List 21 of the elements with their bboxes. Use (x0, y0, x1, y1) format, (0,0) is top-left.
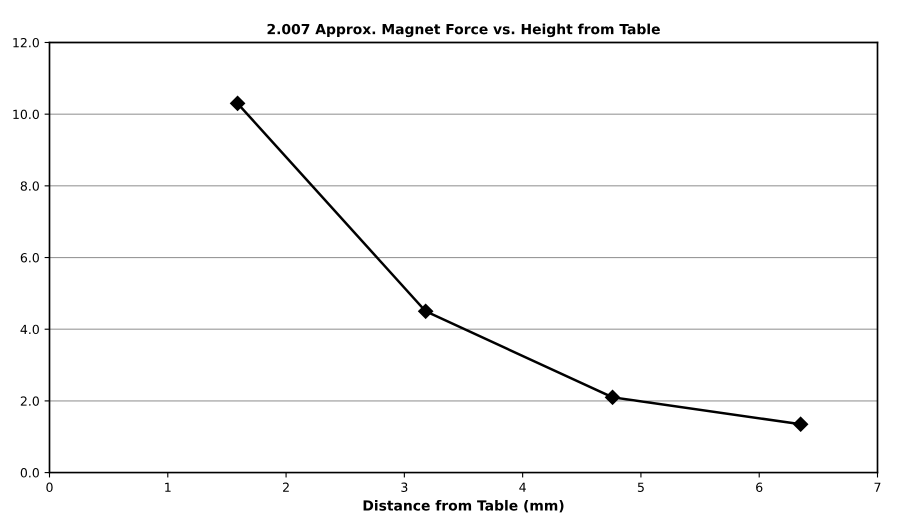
x-tick-label: 7 (874, 482, 880, 492)
x-axis-title: Distance from Table (mm) (364, 500, 564, 512)
x-tick-label: 2 (283, 482, 289, 492)
y-tick-label: 6.0 (20, 253, 39, 262)
y-tick-label: 10.0 (13, 110, 39, 120)
x-tick-label: 5 (638, 482, 644, 492)
x-tick-label: 1 (165, 482, 171, 492)
point (230, 96, 246, 111)
y-tick-label: 2.0 (20, 396, 39, 406)
y-tick-label: 4.0 (20, 324, 39, 334)
point (604, 390, 620, 405)
x-tick-label: 3 (401, 482, 408, 492)
y-tick-label: 12.0 (13, 38, 39, 48)
x-tick-label: 6 (756, 482, 762, 492)
y-tick-label: 8.0 (20, 181, 39, 191)
point (418, 304, 434, 319)
point (793, 416, 808, 432)
x-tick-label: 4 (519, 482, 526, 492)
chart-title: 2.007 Approx. Magnet Force vs. Height from Table (268, 24, 660, 38)
x-tick-label: 0 (46, 482, 53, 492)
y-tick-label: 0.0 (20, 468, 39, 478)
